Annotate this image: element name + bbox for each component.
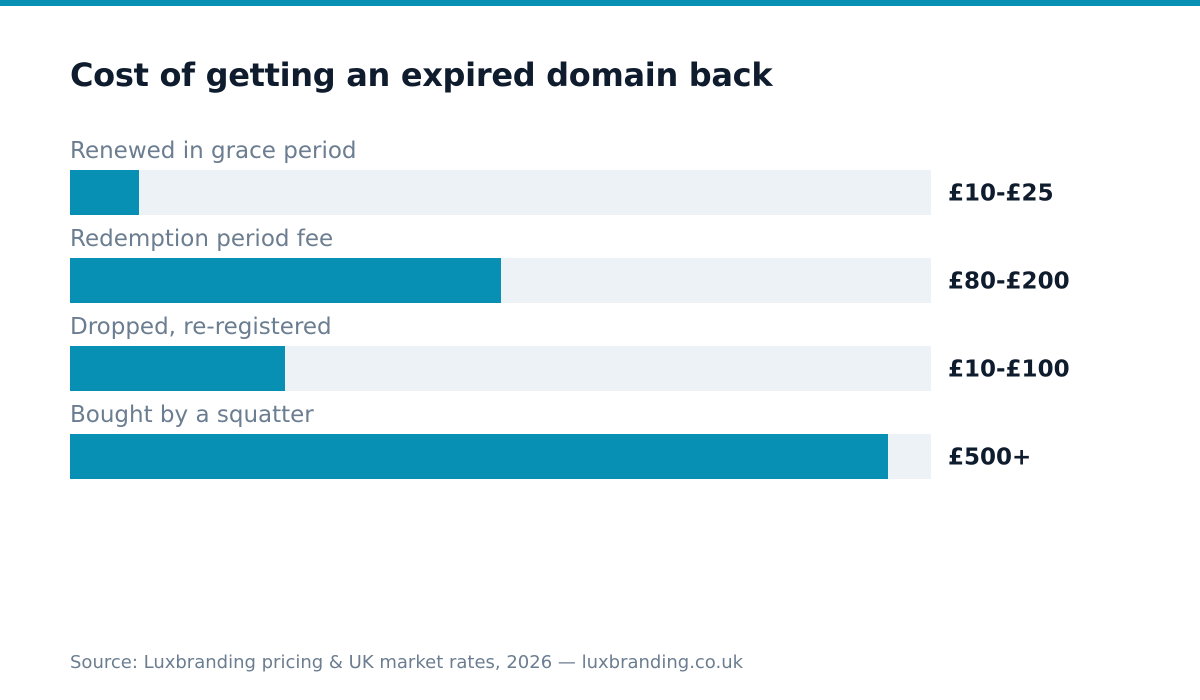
value-label: £10-£25: [948, 181, 1054, 207]
value-label: £10-£100: [948, 357, 1070, 383]
value-label: £80-£200: [948, 269, 1070, 295]
bar: [70, 346, 285, 391]
top-accent-rule: [0, 0, 1200, 6]
chart-title: Cost of getting an expired domain back: [70, 56, 773, 94]
bar-track: [70, 170, 931, 215]
bar: [70, 170, 139, 215]
category-label: Redemption period fee: [70, 226, 333, 252]
category-label: Bought by a squatter: [70, 402, 314, 428]
value-label: £500+: [948, 445, 1031, 471]
bar: [70, 258, 501, 303]
source-note: Source: Luxbranding pricing & UK market …: [70, 652, 744, 673]
category-label: Renewed in grace period: [70, 138, 357, 164]
bar: [70, 434, 888, 479]
category-label: Dropped, re-registered: [70, 314, 332, 340]
